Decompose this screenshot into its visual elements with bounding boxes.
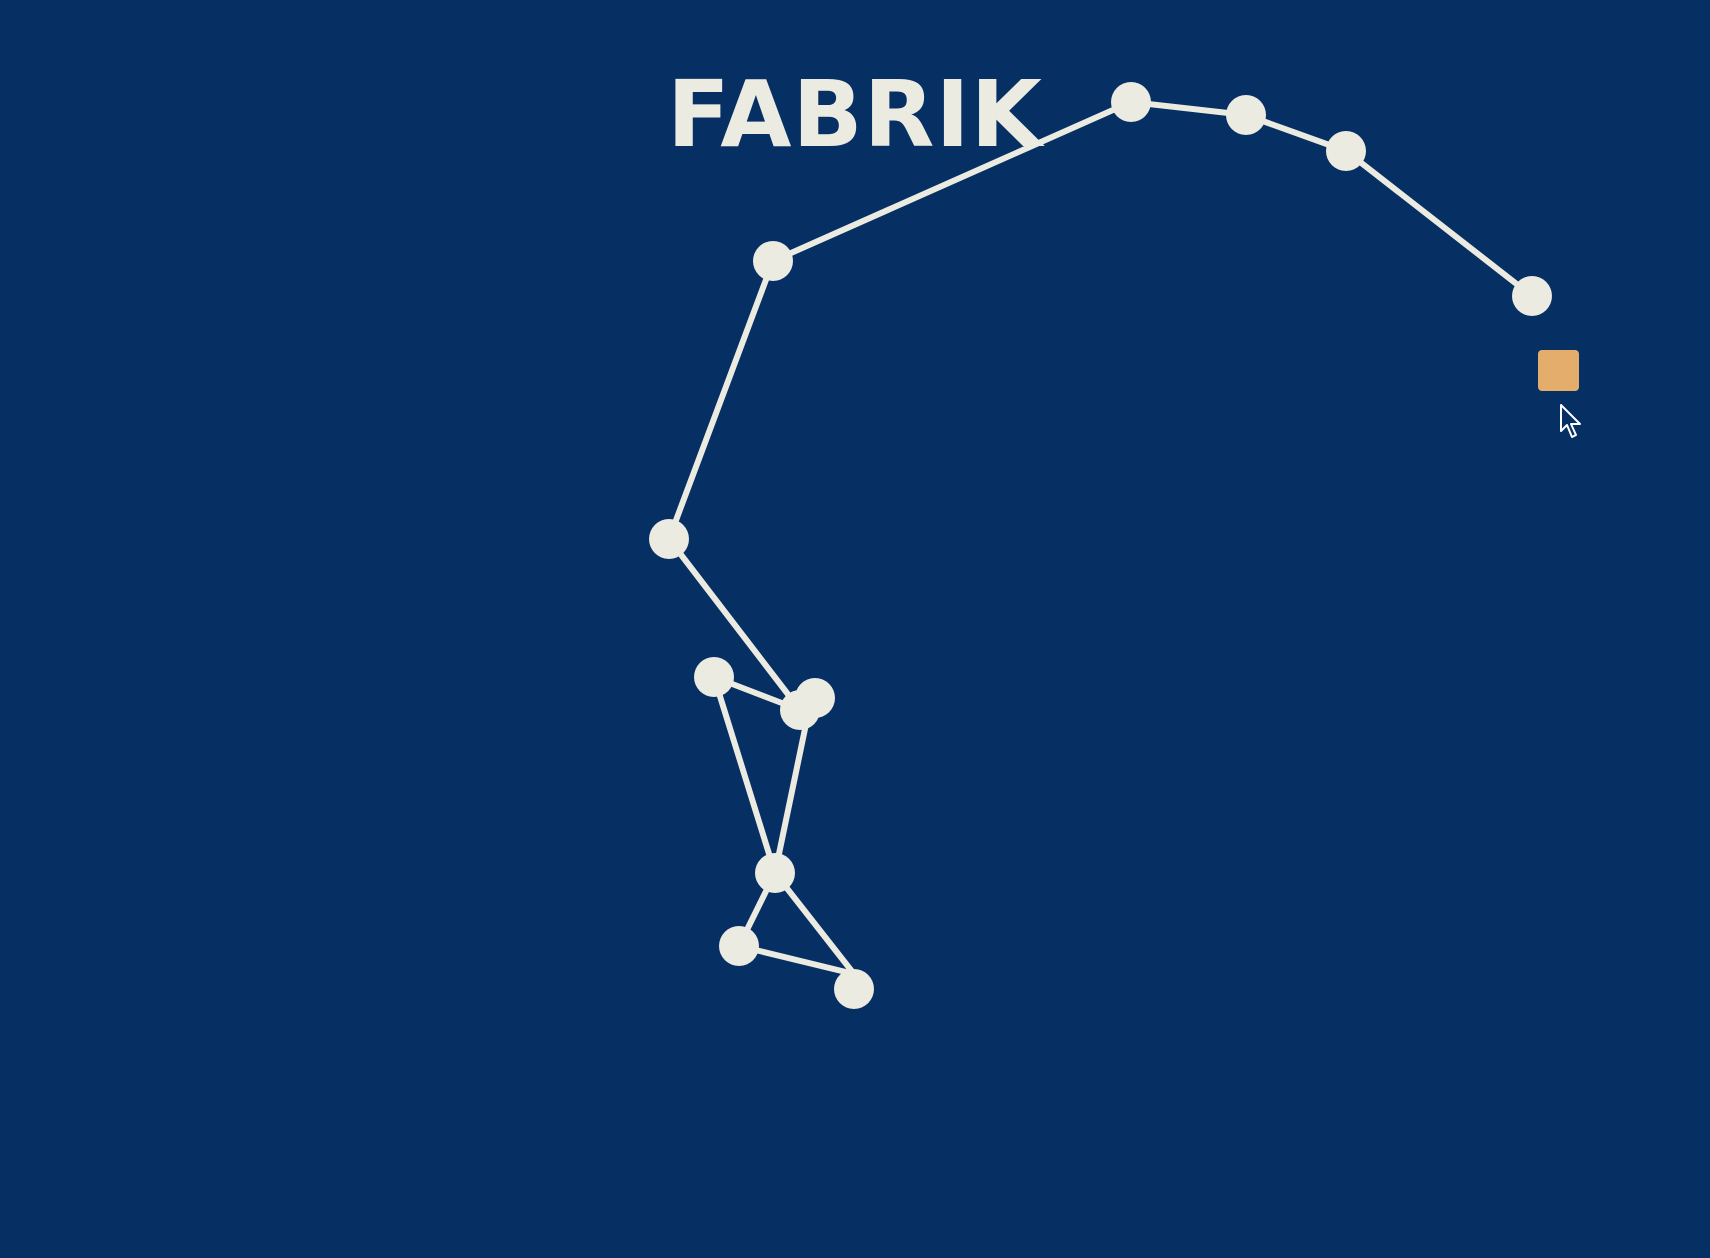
chain-segment	[1343, 148, 1535, 299]
chain-joint[interactable]	[719, 926, 759, 966]
chain-joint[interactable]	[834, 969, 874, 1009]
chain-joint[interactable]	[780, 690, 820, 730]
chain-segment	[666, 536, 803, 713]
chain-segment	[772, 870, 857, 977]
chain-joint[interactable]	[755, 853, 795, 893]
chain-joint[interactable]	[1326, 131, 1366, 171]
chain-joint[interactable]	[1226, 95, 1266, 135]
chain-segment	[666, 258, 776, 542]
chain-segment	[711, 674, 778, 876]
mouse-pointer-icon	[1560, 404, 1581, 438]
chain-joints	[649, 82, 1552, 1009]
chain-end-effector[interactable]	[1512, 276, 1552, 316]
chain-segment	[770, 99, 1134, 264]
target-handle-icon[interactable]	[1538, 350, 1579, 391]
chain-joint[interactable]	[649, 519, 689, 559]
chain-joint[interactable]	[694, 657, 734, 697]
chain-joint[interactable]	[1111, 82, 1151, 122]
chain-joint[interactable]	[753, 241, 793, 281]
chain-segments	[666, 99, 1535, 977]
